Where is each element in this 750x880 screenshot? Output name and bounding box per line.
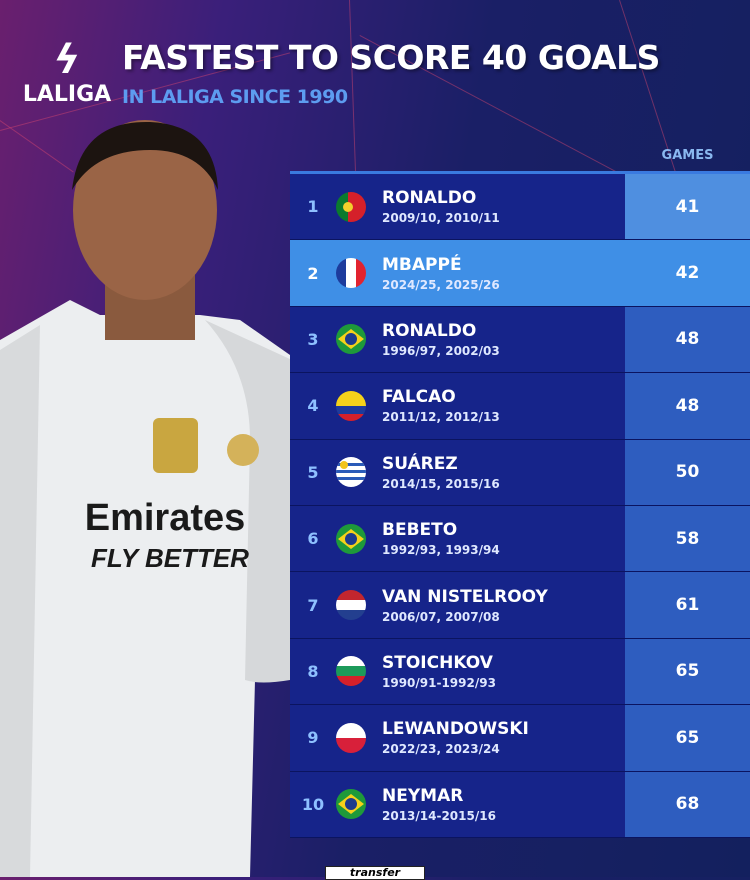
rank-number: 3 [307,329,319,349]
rank-number: 8 [307,661,319,681]
player-name: STOICHKOV [382,652,493,673]
games-count: 48 [625,373,750,439]
crest-badge [153,418,198,473]
player-seasons: 2009/10, 2010/11 [382,211,500,226]
player-seasons: 2024/25, 2025/26 [382,277,500,292]
page-title: FASTEST TO SCORE 40 GOALS [122,38,660,77]
games-count: 41 [625,174,750,240]
rank-number: 4 [307,396,319,416]
table-row: 4 FALCAO 2011/12, 2012/13 48 [290,373,750,440]
player-info: RONALDO 1996/97, 2002/03 [382,321,625,358]
games-count: 61 [625,572,750,638]
rank-number: 7 [307,595,319,615]
table-row: 9 LEWANDOWSKI 2022/23, 2023/24 65 [290,705,750,772]
table-row: 7 VAN NISTELROOY 2006/07, 2007/08 61 [290,572,750,639]
player-name: RONALDO [382,320,477,341]
games-count: 68 [625,771,750,837]
table-row: 10 NEYMAR 2013/14-2015/16 68 [290,771,750,838]
background-line [349,0,357,200]
player-name: RONALDO [382,188,477,209]
ranking-table: 1 RONALDO 2009/10, 2010/11 41 2 MBAPPÉ 2… [290,171,750,838]
player-seasons: 1992/93, 1993/94 [382,543,500,558]
table-row: 6 BEBETO 1992/93, 1993/94 58 [290,505,750,573]
player-seasons: 2014/15, 2015/16 [382,476,500,491]
transfer-watermark-logo: transfer [325,866,425,880]
rank-number: 1 [307,197,319,217]
france-flag-icon [336,258,366,289]
games-count: 65 [625,705,750,771]
laliga-logo-text: LALIGA [22,82,112,107]
table-row: 8 STOICHKOV 1990/91-1992/93 65 [290,638,750,706]
shirt-slogan: FLY BETTER [91,543,249,573]
player-seasons: 2013/14-2015/16 [382,808,496,823]
table-row: 2 MBAPPÉ 2024/25, 2025/26 42 [290,240,750,307]
colombia-flag-icon [336,390,366,421]
laliga-logo: ϟ LALIGA [22,38,112,107]
portugal-flag-icon [336,191,366,222]
shirt-sponsor: Emirates [85,497,246,539]
player-info: RONALDO 2009/10, 2010/11 [382,188,625,225]
games-column-header: GAMES [661,148,714,163]
poland-flag-icon [336,722,366,753]
player-seasons: 2006/07, 2007/08 [382,609,500,624]
player-seasons: 1990/91-1992/93 [382,675,496,690]
rank-number: 2 [307,263,319,283]
player-name: VAN NISTELROOY [382,586,548,607]
player-seasons: 2011/12, 2012/13 [382,410,500,425]
brazil-flag-icon [336,324,366,355]
player-info: SUÁREZ 2014/15, 2015/16 [382,454,625,491]
rank-number: 5 [307,462,319,482]
background-line [619,0,676,172]
games-count: 65 [625,638,750,705]
games-count: 42 [625,240,750,306]
brazil-flag-icon [336,789,366,820]
player-name: FALCAO [382,387,456,408]
rank-number: 9 [307,728,319,748]
table-row: 5 SUÁREZ 2014/15, 2015/16 50 [290,439,750,506]
netherlands-flag-icon [336,590,366,621]
player-photo: Emirates FLY BETTER [0,120,292,877]
games-count: 58 [625,505,750,572]
player-seasons: 2022/23, 2023/24 [382,742,500,757]
player-name: MBAPPÉ [382,254,462,275]
uruguay-flag-icon [336,457,366,488]
player-info: NEYMAR 2013/14-2015/16 [382,786,625,823]
table-row: 3 RONALDO 1996/97, 2002/03 48 [290,306,750,374]
bulgaria-flag-icon [336,656,366,687]
player-info: BEBETO 1992/93, 1993/94 [382,520,625,557]
player-name: LEWANDOWSKI [382,719,529,740]
player-name: NEYMAR [382,785,464,806]
player-name: BEBETO [382,520,458,541]
page-subtitle: IN LALIGA SINCE 1990 [122,86,348,108]
table-row: 1 RONALDO 2009/10, 2010/11 41 [290,174,750,241]
player-info: STOICHKOV 1990/91-1992/93 [382,653,625,690]
games-count: 48 [625,306,750,373]
player-info: LEWANDOWSKI 2022/23, 2023/24 [382,719,625,756]
player-seasons: 1996/97, 2002/03 [382,343,500,358]
player-info: MBAPPÉ 2024/25, 2025/26 [382,255,625,292]
rank-number: 10 [301,794,325,814]
brazil-flag-icon [336,523,366,554]
player-name: SUÁREZ [382,453,458,474]
player-info: FALCAO 2011/12, 2012/13 [382,387,625,424]
laliga-logo-mark: ϟ [53,37,81,83]
player-info: VAN NISTELROOY 2006/07, 2007/08 [382,587,625,624]
rank-number: 6 [307,529,319,549]
games-count: 50 [625,439,750,505]
